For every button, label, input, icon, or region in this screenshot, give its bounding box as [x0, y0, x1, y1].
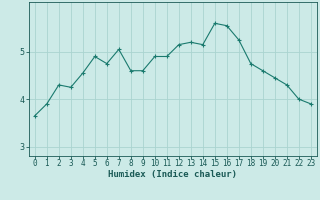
X-axis label: Humidex (Indice chaleur): Humidex (Indice chaleur) — [108, 170, 237, 179]
